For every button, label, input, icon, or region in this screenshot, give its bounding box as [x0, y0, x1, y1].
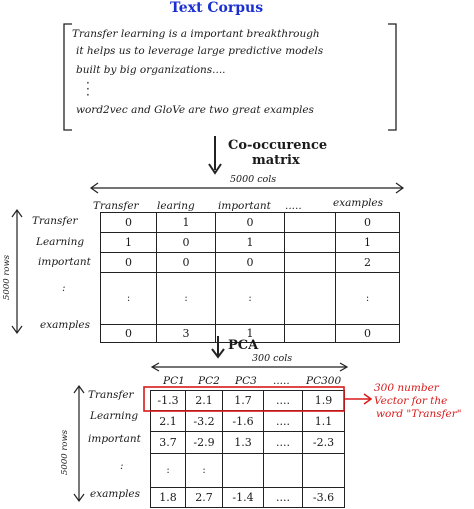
pca-cell: 2.1	[185, 390, 223, 411]
cooc-row: 0 1 0 0	[100, 212, 400, 233]
pca-row-label-3: important	[88, 433, 141, 445]
pca-rows-label: 5000 rows	[60, 429, 70, 475]
cooc-cols-label: 5000 cols	[230, 174, 277, 185]
cooc-cell: 0	[215, 252, 285, 273]
pca-row-label-5: examples	[90, 488, 141, 500]
corpus-ellipsis: · · ·	[86, 76, 90, 102]
cooc-header-3: important	[218, 200, 271, 212]
down-arrow-icon	[208, 136, 222, 175]
pca-cell: :	[150, 453, 186, 488]
pca-cell: 1.3	[222, 431, 264, 454]
cooc-cell: 0	[215, 212, 285, 233]
pca-header-5: PC300	[306, 375, 342, 387]
pca-cell: -2.9	[185, 431, 223, 454]
cooc-cell	[284, 212, 336, 233]
cooc-cell: :	[215, 272, 285, 325]
pca-row: 1.8 2.7 -1.4 .... -3.6	[150, 487, 345, 508]
cooc-cell: 0	[156, 252, 216, 273]
step2-label: PCA	[228, 338, 259, 353]
cooc-cell: 1	[100, 232, 157, 253]
transfer-vector-highlight	[143, 386, 373, 412]
pca-cell: -3.6	[302, 487, 345, 508]
annotation-line-1: 300 number	[374, 382, 439, 394]
corpus-bracket	[63, 23, 397, 131]
pca-rows-span-arrow	[73, 384, 85, 503]
pca-row: : :	[150, 453, 345, 488]
cooc-cell	[284, 232, 336, 253]
cooc-row-label-3: important	[38, 256, 91, 268]
cooc-row: : : : :	[100, 272, 400, 325]
pca-row-label-1: Transfer	[88, 389, 134, 401]
cooc-header-5: examples	[333, 197, 384, 209]
pca-cell: 3.7	[150, 431, 186, 454]
cooc-cell: 3	[156, 324, 216, 343]
cooc-cell: 1	[215, 324, 285, 343]
cooc-cell	[284, 272, 336, 325]
corpus-line-3: built by big organizations....	[76, 64, 226, 76]
cooc-cell: 0	[100, 212, 157, 233]
rows-span-arrow	[11, 208, 23, 335]
cooc-rows-label: 5000 rows	[2, 254, 12, 300]
pca-cols-label: 300 cols	[252, 353, 293, 364]
cooc-cell: 2	[335, 252, 400, 273]
pca-cell: -2.3	[302, 431, 345, 454]
cooc-matrix: 0 1 0 0 1 0 1 1 0 0 0 2 : : : : 0 3 1 0	[100, 212, 400, 343]
pca-matrix: -1.3 2.1 1.7 .... 1.9 2.1 -3.2 -1.6 ....…	[150, 390, 345, 508]
pca-row: 2.1 -3.2 -1.6 .... 1.1	[150, 410, 345, 432]
corpus-line-2: it helps us to leverage large predictive…	[76, 45, 324, 57]
pca-cell: ....	[263, 431, 303, 454]
pca-cell	[302, 453, 345, 488]
corpus-line-1: Transfer learning is a important breakth…	[72, 28, 320, 40]
corpus-title: Text Corpus	[170, 0, 264, 16]
cooc-row: 0 0 0 2	[100, 252, 400, 273]
pca-cell: 2.7	[185, 487, 223, 508]
step1-label-line1: Co-occurence	[228, 138, 328, 153]
cooc-row: 1 0 1 1	[100, 232, 400, 253]
cooc-row-label-4: :	[62, 282, 66, 294]
pca-cols-span-arrow	[150, 362, 349, 372]
cooc-cell: 0	[156, 232, 216, 253]
pca-arrow-icon	[211, 336, 225, 359]
pca-cell: :	[185, 453, 223, 488]
cooc-row-label-2: Learning	[36, 236, 85, 248]
cooc-header-4: .....	[285, 200, 302, 212]
cooc-row: 0 3 1 0	[100, 324, 400, 343]
cooc-cell: 1	[156, 212, 216, 233]
cooc-cell: 0	[335, 324, 400, 343]
cols-span-arrow	[89, 182, 405, 194]
pca-header-2: PC2	[198, 375, 220, 387]
cooc-cell: :	[100, 272, 157, 325]
cooc-cell: :	[156, 272, 216, 325]
pca-row: 3.7 -2.9 1.3 .... -2.3	[150, 431, 345, 454]
annotation-line-3: word "Transfer"	[376, 408, 462, 420]
pca-header-4: .....	[273, 375, 290, 387]
pca-cell: -1.3	[150, 390, 186, 411]
pca-header-3: PC3	[235, 375, 257, 387]
cooc-cell	[284, 252, 336, 273]
cooc-header-1: Transfer	[93, 200, 139, 212]
cooc-cell: 1	[335, 232, 400, 253]
pca-row: -1.3 2.1 1.7 .... 1.9	[150, 390, 345, 411]
pca-row-label-2: Learning	[90, 410, 139, 422]
pca-cell	[222, 453, 264, 488]
pca-cell	[263, 453, 303, 488]
cooc-cell: 0	[100, 252, 157, 273]
pca-cell: ....	[263, 487, 303, 508]
pca-row-label-4: :	[120, 460, 124, 472]
cooc-cell: 1	[215, 232, 285, 253]
cooc-cell: 0	[335, 212, 400, 233]
cooc-row-label-1: Transfer	[32, 215, 78, 227]
pca-cell: 1.8	[150, 487, 186, 508]
annotation-line-2: Vector for the	[374, 395, 448, 407]
cooc-header-2: learing	[157, 200, 195, 212]
pca-cell: 1.9	[302, 390, 345, 411]
corpus-line-4: word2vec and GloVe are two great example…	[76, 104, 314, 116]
pca-header-1: PC1	[163, 375, 185, 387]
cooc-cell: 0	[100, 324, 157, 343]
pca-cell: -1.4	[222, 487, 264, 508]
cooc-row-label-5: examples	[40, 319, 91, 331]
cooc-cell	[284, 324, 336, 343]
cooc-cell: :	[335, 272, 400, 325]
step1-label-line2: matrix	[252, 153, 300, 168]
